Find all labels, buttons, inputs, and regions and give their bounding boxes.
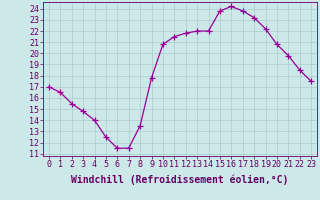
- X-axis label: Windchill (Refroidissement éolien,°C): Windchill (Refroidissement éolien,°C): [71, 175, 289, 185]
